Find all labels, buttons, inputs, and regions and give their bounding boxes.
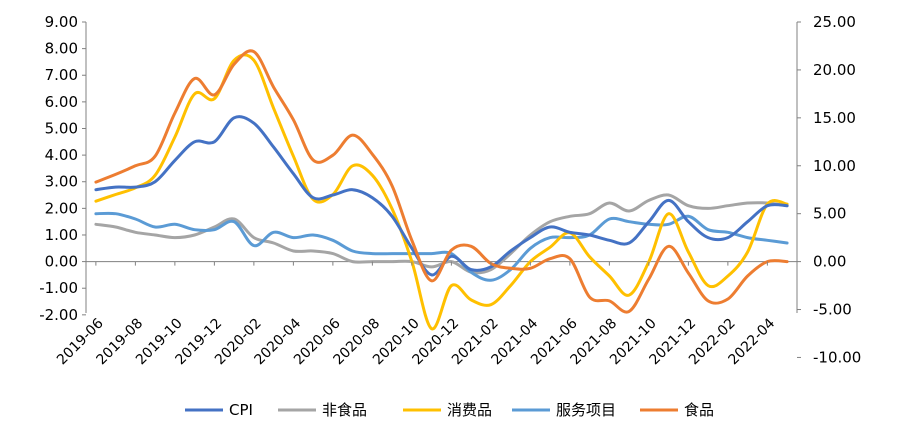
legend-label: 服务项目 [556, 401, 616, 419]
left-axis-ticks: 9.00 8.00 7.00 6.00 5.00 4.00 3.00 2.00 1.00 0.00… [39, 13, 86, 324]
right-tick-label: 20.00 [813, 61, 856, 79]
series-line-2 [94, 53, 789, 331]
legend-label: 消费品 [447, 401, 492, 419]
series-lines [94, 49, 789, 331]
left-tick-label: 7.00 [45, 66, 78, 84]
right-tick-label: -10.00 [813, 348, 861, 366]
left-tick-label: 8.00 [45, 40, 78, 58]
legend-label: 非食品 [322, 401, 367, 419]
left-tick-label: 4.00 [45, 146, 78, 164]
left-tick-label: 5.00 [45, 119, 78, 137]
left-tick-label: -1.00 [39, 279, 78, 297]
right-tick-label: 5.00 [813, 205, 846, 223]
right-tick-label: 0.00 [813, 253, 846, 271]
axes [85, 22, 798, 313]
legend-label: CPI [229, 401, 253, 419]
series-line-3 [94, 211, 789, 282]
left-tick-label: 0.00 [45, 253, 78, 271]
right-axis-ticks: 25.00 20.00 15.00 10.00 5.00 0.00 -5.00 -10.00 [797, 13, 861, 366]
left-tick-label: 9.00 [45, 13, 78, 31]
series-line-4 [94, 49, 789, 314]
left-tick-label: 1.00 [45, 226, 78, 244]
legend: CPI 非食品 消费品 服务项目 食品 [185, 401, 714, 419]
right-tick-label: -5.00 [813, 301, 852, 319]
left-tick-label: 3.00 [45, 173, 78, 191]
legend-label: 食品 [684, 401, 714, 419]
left-tick-label: 6.00 [45, 93, 78, 111]
left-tick-label: 2.00 [45, 199, 78, 217]
left-tick-label: -2.00 [39, 306, 78, 324]
right-tick-label: 25.00 [813, 13, 856, 31]
right-tick-label: 10.00 [813, 157, 856, 175]
right-tick-label: 15.00 [813, 109, 856, 127]
